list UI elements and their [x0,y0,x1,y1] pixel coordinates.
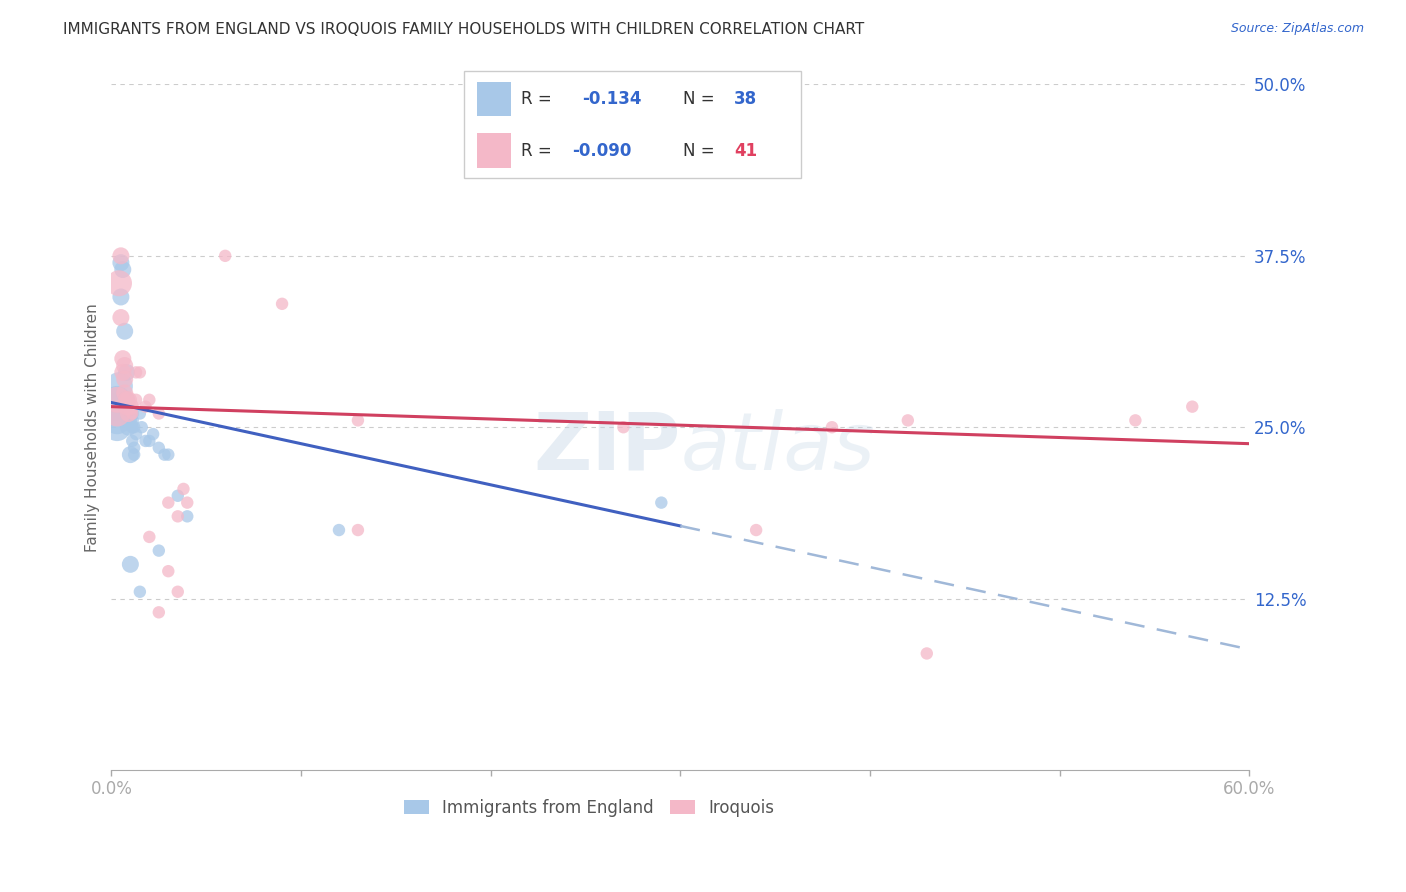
Point [157,448,180,462]
Point [1181,400,1204,414]
Point [138,434,160,448]
Point [105,392,128,407]
Point [117,413,139,427]
Point [138,392,160,407]
Text: 38: 38 [734,90,756,108]
Point [115,400,138,414]
Point [138,530,160,544]
Point [120,448,142,462]
Point [117,392,139,407]
Bar [478,134,512,168]
Point [148,441,170,455]
Point [111,365,134,379]
Point [122,448,145,462]
Point [111,351,134,366]
Point [128,584,150,599]
Point [166,509,188,524]
Point [120,407,142,421]
Point [110,290,132,304]
Text: IMMIGRANTS FROM ENGLAND VS IROQUOIS FAMILY HOUSEHOLDS WITH CHILDREN CORRELATION : IMMIGRANTS FROM ENGLAND VS IROQUOIS FAMI… [63,22,865,37]
Point [347,523,370,537]
Point [122,441,145,455]
Text: -0.090: -0.090 [572,142,631,160]
Point [120,400,142,414]
Point [115,392,138,407]
FancyBboxPatch shape [464,71,801,178]
Point [166,489,188,503]
Point [121,407,143,421]
Point [328,523,350,537]
Point [271,297,294,311]
Point [117,420,139,434]
Point [148,605,170,619]
Text: ZIP: ZIP [533,409,681,487]
Point [214,249,236,263]
Point [128,407,150,421]
Text: atlas: atlas [681,409,875,487]
Point [114,324,136,338]
Point [114,386,136,401]
Point [135,434,157,448]
Point [125,392,148,407]
Text: N =: N = [683,90,720,108]
Point [128,365,150,379]
Point [142,427,165,442]
Point [122,420,145,434]
Point [108,379,131,393]
Point [148,407,170,421]
Point [745,523,768,537]
Y-axis label: Family Households with Children: Family Households with Children [86,303,100,551]
Point [121,434,143,448]
Point [125,427,148,442]
Text: N =: N = [683,142,720,160]
Point [120,413,142,427]
Point [166,584,188,599]
Point [157,495,180,509]
Point [135,400,157,414]
Point [153,448,176,462]
Point [105,407,128,421]
Point [172,482,194,496]
Point [114,359,136,373]
Point [131,420,153,434]
Point [105,400,128,414]
Point [110,249,132,263]
Point [821,420,844,434]
Point [176,495,198,509]
Point [110,310,132,325]
Point [148,543,170,558]
Point [120,558,142,572]
Point [125,365,148,379]
Point [915,647,938,661]
Text: R =: R = [522,90,562,108]
Point [612,420,634,434]
Point [650,495,672,509]
Point [105,392,128,407]
Legend: Immigrants from England, Iroquois: Immigrants from England, Iroquois [396,792,782,823]
Point [121,420,143,434]
Text: R =: R = [522,142,557,160]
Point [347,413,370,427]
Point [115,392,138,407]
Point [105,420,128,434]
Point [117,407,139,421]
Point [157,564,180,578]
Point [897,413,920,427]
Point [176,509,198,524]
Point [114,372,136,386]
Text: Source: ZipAtlas.com: Source: ZipAtlas.com [1230,22,1364,36]
Point [115,365,138,379]
Point [111,262,134,277]
Text: 41: 41 [734,142,756,160]
Point [108,277,131,291]
Point [1125,413,1147,427]
Text: -0.134: -0.134 [582,90,641,108]
Point [110,255,132,269]
Point [117,407,139,421]
Point [105,413,128,427]
Bar [478,82,512,116]
